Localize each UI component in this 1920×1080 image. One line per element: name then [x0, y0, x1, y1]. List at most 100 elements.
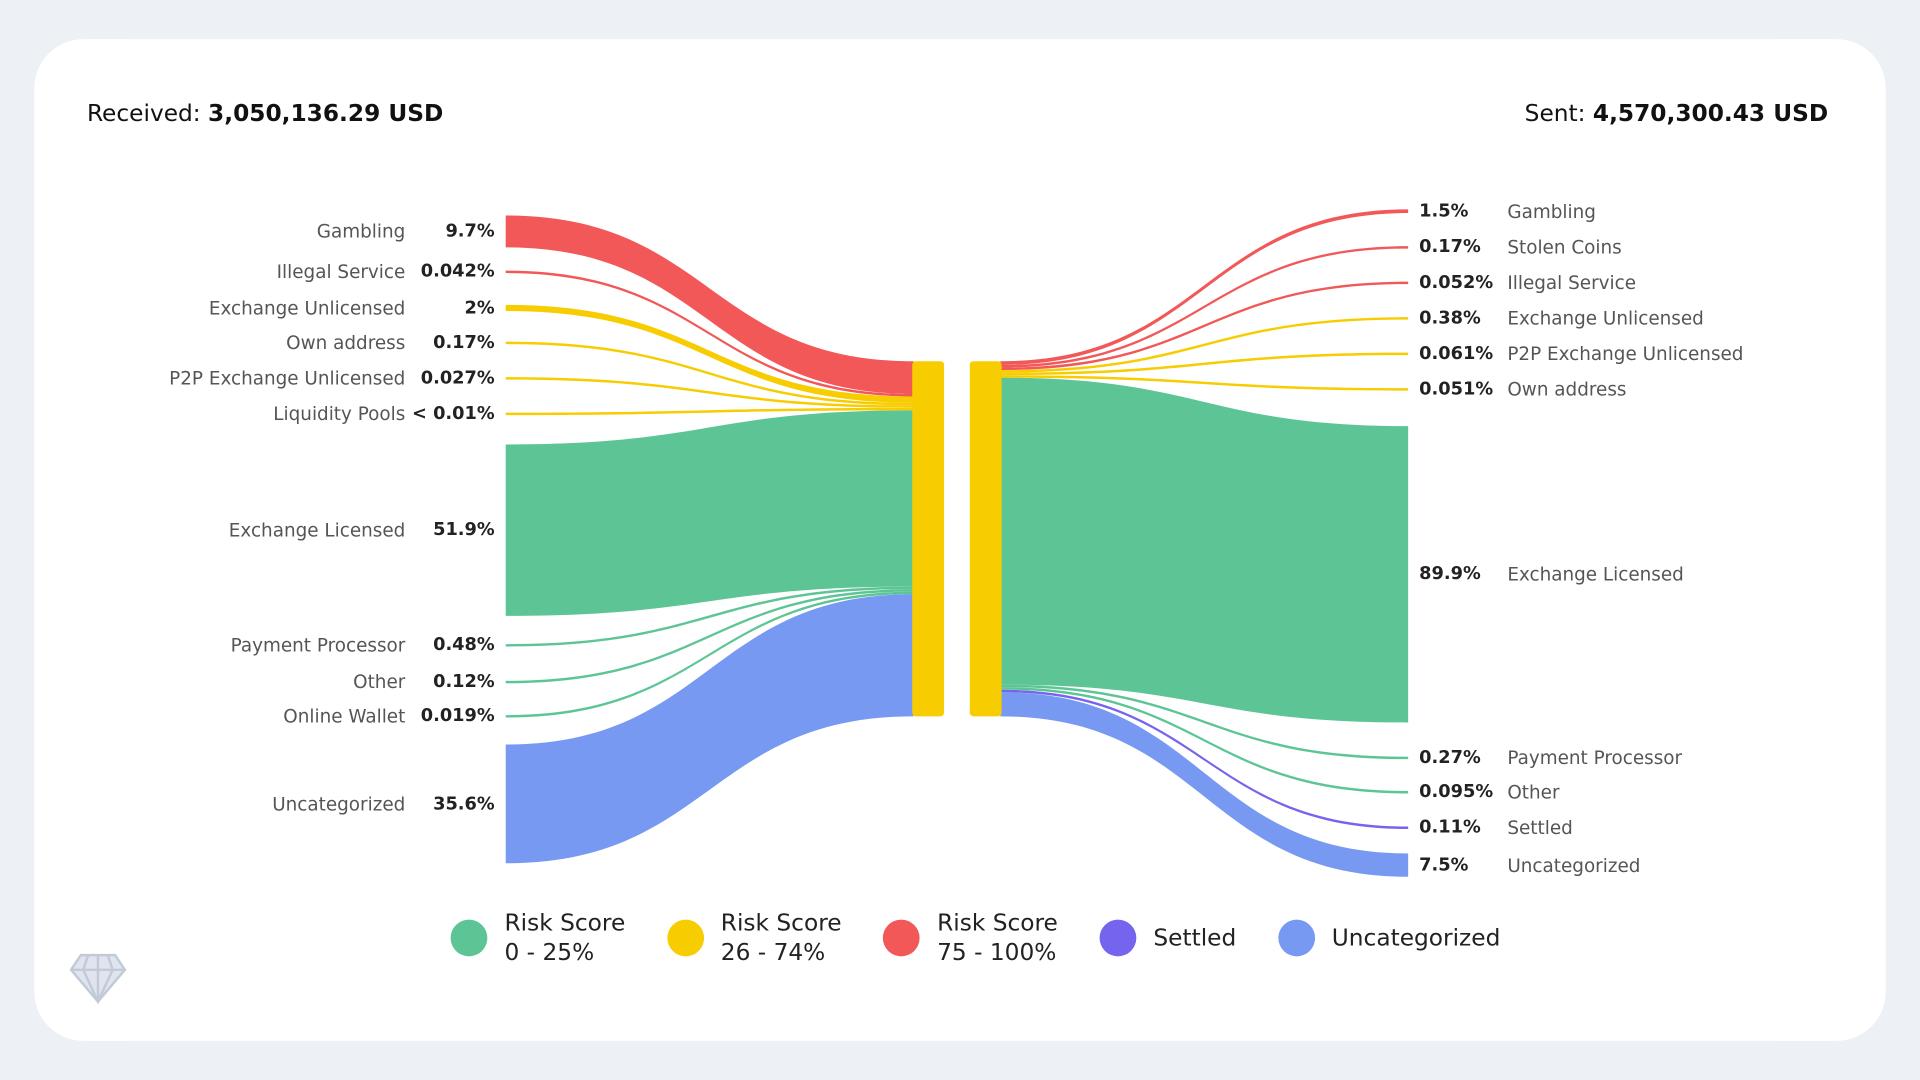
outgoing-label: Settled — [1507, 816, 1573, 839]
outgoing-label: Own address — [1507, 378, 1627, 401]
legend-item[interactable]: Risk Score 75 - 100% — [883, 909, 1058, 968]
incoming-flow-8[interactable] — [505, 589, 914, 684]
legend-swatch — [1277, 919, 1315, 957]
incoming-label: P2P Exchange Unlicensed — [169, 367, 406, 390]
legend-line1: Settled — [1153, 924, 1237, 952]
incoming-flow-5[interactable] — [505, 407, 914, 416]
outgoing-pct: 0.051% — [1419, 379, 1494, 400]
sent-value: 4,570,300.43 USD — [1592, 100, 1829, 128]
incoming-label: Online Wallet — [283, 705, 406, 728]
legend-line2: 0 - 25% — [504, 939, 595, 967]
incoming-label: Exchange Unlicensed — [208, 296, 406, 319]
incoming-label: Gambling — [316, 220, 406, 243]
outgoing-pct: 0.27% — [1419, 748, 1481, 768]
outgoing-flow-10[interactable] — [1000, 692, 1409, 877]
outgoing-label: Payment Processor — [1507, 746, 1683, 769]
legend-swatch — [450, 919, 488, 957]
outgoing-flow-7[interactable] — [1000, 684, 1409, 760]
legend-text: Uncategorized — [1332, 923, 1501, 952]
center-node-out[interactable] — [969, 361, 1002, 717]
diamond-logo-icon — [69, 953, 127, 1005]
incoming-flow-10[interactable] — [505, 594, 914, 864]
incoming-pct: 0.17% — [433, 333, 495, 353]
legend-line1: Risk Score — [937, 909, 1058, 937]
legend-line1: Risk Score — [504, 909, 626, 937]
outgoing-label: P2P Exchange Unlicensed — [1507, 342, 1744, 365]
legend-line1: Uncategorized — [1331, 924, 1501, 952]
outgoing-pct: 89.9% — [1419, 564, 1481, 585]
incoming-pct: 9.7% — [445, 221, 495, 242]
legend-line2: 26 - 74% — [720, 939, 826, 967]
legend-swatch — [666, 919, 704, 957]
incoming-pct: 0.48% — [433, 635, 495, 656]
incoming-label: Exchange Licensed — [228, 519, 406, 542]
received-total: Received: 3,050,136.29 USD — [87, 100, 443, 127]
sent-total: Sent: 4,570,300.43 USD — [1525, 100, 1828, 127]
outgoing-pct: 0.052% — [1419, 273, 1494, 293]
legend-item[interactable]: Risk Score 0 - 25% — [450, 909, 625, 968]
outgoing-label: Gambling — [1507, 200, 1596, 223]
outgoing-flow-6[interactable] — [1000, 377, 1409, 723]
outgoing-label: Uncategorized — [1507, 854, 1641, 877]
legend-line1: Risk Score — [720, 909, 842, 937]
outgoing-flow-0[interactable] — [1000, 209, 1409, 366]
incoming-label: Own address — [286, 331, 406, 354]
outgoing-flow-3[interactable] — [1000, 317, 1409, 373]
incoming-flow-1[interactable] — [505, 270, 914, 397]
outgoing-pct: 0.061% — [1419, 344, 1494, 364]
incoming-flow-0[interactable] — [505, 215, 914, 394]
outgoing-flow-4[interactable] — [1000, 352, 1409, 376]
incoming-flow-6[interactable] — [505, 410, 914, 616]
legend-text: Risk Score 75 - 100% — [937, 909, 1058, 968]
incoming-pct: 0.042% — [420, 262, 495, 282]
incoming-flow-9[interactable] — [505, 591, 914, 718]
outgoing-flow-2[interactable] — [1000, 281, 1409, 371]
incoming-flow-3[interactable] — [505, 341, 914, 406]
legend-swatch — [883, 919, 920, 957]
incoming-label: Other — [353, 671, 406, 694]
incoming-pct: 35.6% — [433, 794, 495, 814]
legend: Risk Score 0 - 25% Risk Score 26 - 74% Risk … — [450, 909, 1542, 968]
legend-item[interactable]: Uncategorized — [1277, 919, 1501, 957]
legend-text: Risk Score 0 - 25% — [504, 909, 625, 968]
incoming-label: Illegal Service — [276, 260, 406, 283]
chart-card — [34, 39, 1886, 1041]
outgoing-pct: 0.095% — [1419, 782, 1494, 803]
outgoing-flow-1[interactable] — [1000, 246, 1409, 368]
center-node-in[interactable] — [912, 361, 945, 717]
incoming-pct: < 0.01% — [412, 404, 495, 424]
outgoing-label: Stolen Coins — [1507, 236, 1622, 259]
legend-text: Settled — [1153, 923, 1236, 952]
incoming-flow-7[interactable] — [505, 586, 914, 647]
incoming-flow-4[interactable] — [505, 377, 914, 408]
outgoing-label: Other — [1507, 781, 1560, 804]
outgoing-pct: 7.5% — [1419, 855, 1469, 875]
legend-item[interactable]: Risk Score 26 - 74% — [666, 909, 842, 968]
outgoing-flow-5[interactable] — [1000, 375, 1409, 391]
outgoing-flow-8[interactable] — [1000, 687, 1409, 794]
outgoing-flow-9[interactable] — [1000, 689, 1409, 829]
outgoing-pct: 0.11% — [1419, 817, 1481, 838]
incoming-pct: 2% — [464, 298, 495, 318]
incoming-label: Liquidity Pools — [273, 402, 406, 425]
sent-label: Sent: — [1524, 100, 1586, 128]
received-label: Received: — [86, 100, 201, 128]
outgoing-pct: 1.5% — [1419, 201, 1469, 222]
outgoing-pct: 0.38% — [1419, 308, 1481, 329]
incoming-pct: 0.027% — [420, 368, 495, 389]
legend-swatch — [1099, 919, 1137, 957]
legend-item[interactable]: Settled — [1099, 919, 1236, 957]
legend-line2: 75 - 100% — [937, 939, 1057, 967]
legend-text: Risk Score 26 - 74% — [721, 909, 842, 968]
received-value: 3,050,136.29 USD — [208, 100, 444, 128]
outgoing-label: Exchange Unlicensed — [1507, 307, 1704, 330]
incoming-pct: 51.9% — [433, 520, 495, 541]
incoming-label: Payment Processor — [230, 634, 406, 657]
outgoing-pct: 0.17% — [1419, 237, 1481, 258]
incoming-flow-2[interactable] — [505, 304, 914, 403]
incoming-pct: 0.12% — [433, 672, 495, 692]
outgoing-label: Exchange Licensed — [1507, 563, 1684, 586]
incoming-pct: 0.019% — [420, 706, 495, 727]
